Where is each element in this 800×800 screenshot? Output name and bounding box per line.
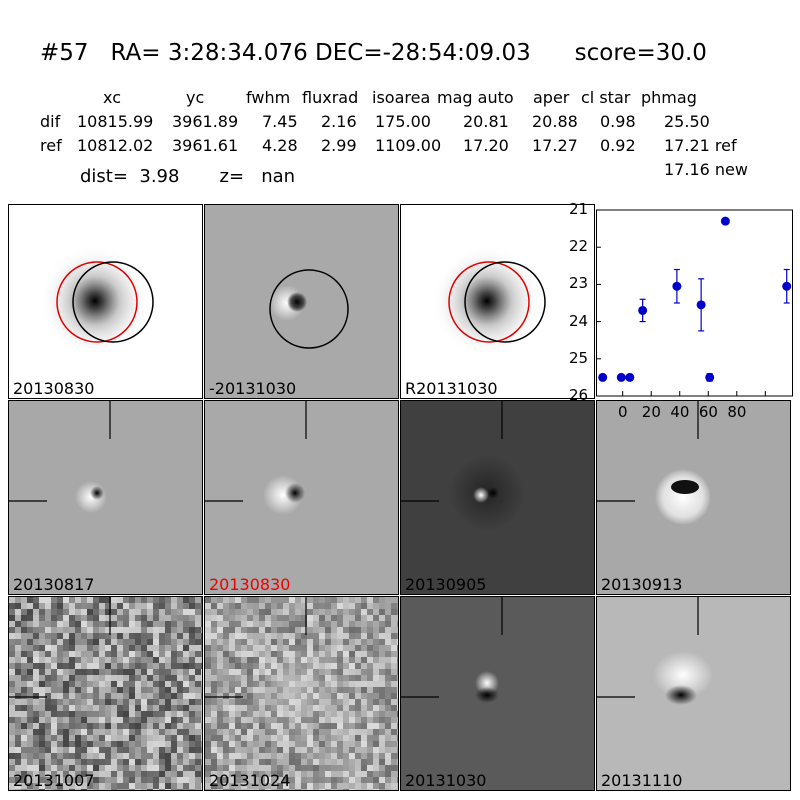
y-tick-label: 26 xyxy=(569,386,589,404)
dist-line: dist= 3.98 z= nan xyxy=(80,166,296,187)
candidate-title: #57 RA= 3:28:34.076 DEC=-28:54:09.03 sco… xyxy=(40,40,707,66)
x-tick-label: 80 xyxy=(727,403,747,421)
stamp-date-label: 20130913 xyxy=(601,575,683,594)
phmag-new: 17.16 new xyxy=(664,160,748,179)
table-header-cell: aper xyxy=(533,88,570,107)
data-point xyxy=(598,372,608,382)
table-row-label: dif xyxy=(40,112,61,131)
table-row-label: ref xyxy=(40,136,62,155)
stamp-date-label: -20131030 xyxy=(209,379,297,398)
table-cell: 20.81 xyxy=(463,112,509,131)
table-cell: 3961.61 xyxy=(172,136,239,155)
y-tick-label: 25 xyxy=(569,348,589,367)
stamp-epoch: 20131024 xyxy=(204,596,399,791)
data-point xyxy=(696,300,706,310)
table-header-cell: fwhm xyxy=(246,88,291,107)
data-point xyxy=(782,281,792,291)
stamp-date-label: 20130830 xyxy=(13,379,95,398)
plot-frame xyxy=(596,209,793,397)
stamp-epoch: 20130905 xyxy=(400,400,595,595)
table-cell: 10812.02 xyxy=(77,136,154,155)
data-point xyxy=(616,372,626,382)
y-tick-label: 24 xyxy=(569,311,589,330)
table-cell: 0.98 xyxy=(600,112,636,131)
table-cell: 10815.99 xyxy=(77,112,154,131)
aperture-circle-black xyxy=(269,269,349,349)
data-point xyxy=(705,372,715,382)
table-header-cell: fluxrad xyxy=(302,88,359,107)
y-tick-label: 23 xyxy=(569,274,589,293)
table-header-cell: phmag xyxy=(641,88,697,107)
stamp-date-label: 20130817 xyxy=(13,575,95,594)
table-cell: 2.16 xyxy=(321,112,357,131)
stamp-epoch: 20131030 xyxy=(400,596,595,791)
dipole-dark xyxy=(287,292,307,312)
stamp-epoch: 20130817 xyxy=(8,400,203,595)
aperture-circle-black xyxy=(464,261,546,343)
x-tick-label: 40 xyxy=(670,403,690,421)
table-cell: 17.21 ref xyxy=(664,136,737,155)
data-point xyxy=(625,372,635,382)
table-cell: 4.28 xyxy=(262,136,298,155)
table-header-cell: yc xyxy=(186,88,205,107)
stamp-epoch: 20130830 xyxy=(204,400,399,595)
stamp-difference: -20131030 xyxy=(204,204,399,399)
stamp-date-label: 20131030 xyxy=(405,771,487,790)
table-cell: 2.99 xyxy=(321,136,357,155)
aperture-circle-red xyxy=(56,261,138,343)
x-tick-label: 0 xyxy=(617,403,628,421)
table-header-cell: xc xyxy=(103,88,121,107)
stamp-date-label: 20130905 xyxy=(405,575,487,594)
table-cell: 25.50 xyxy=(664,112,710,131)
stamp-date-label: 20131007 xyxy=(13,771,95,790)
table-header-cell: isoarea xyxy=(372,88,431,107)
aperture-circle-red xyxy=(448,261,530,343)
data-point xyxy=(638,305,648,315)
table-cell: 20.88 xyxy=(532,112,578,131)
table-header-cell: cl star xyxy=(581,88,631,107)
stamp-date-label: R20131030 xyxy=(405,379,498,398)
x-tick-label: 60 xyxy=(698,403,718,421)
aperture-circle-black xyxy=(72,261,154,343)
stamp-epoch: 20131110 xyxy=(596,596,791,791)
stamp-date-label: 20131024 xyxy=(209,771,291,790)
table-cell: 17.20 xyxy=(463,136,509,155)
stamp-R: R20131030 xyxy=(400,204,595,399)
data-point xyxy=(720,216,730,226)
stamp-reference: 20130830 xyxy=(8,204,203,399)
table-cell: 17.27 xyxy=(532,136,578,155)
stamp-epoch: 20130913 xyxy=(596,400,791,595)
y-tick-label: 21 xyxy=(569,200,589,218)
table-header-cell: mag auto xyxy=(437,88,514,107)
y-tick-label: 22 xyxy=(569,237,589,256)
data-point xyxy=(672,281,682,291)
stamp-date-label: 20131110 xyxy=(601,771,683,790)
table-cell: 0.92 xyxy=(600,136,636,155)
table-cell: 3961.89 xyxy=(172,112,239,131)
x-tick-label: 20 xyxy=(641,403,661,421)
table-cell: 175.00 xyxy=(375,112,431,131)
stamp-epoch: 20131007 xyxy=(8,596,203,791)
light-curve-chart xyxy=(596,209,793,397)
table-cell: 7.45 xyxy=(262,112,298,131)
stamp-date-label: 20130830 xyxy=(209,575,291,594)
table-cell: 1109.00 xyxy=(375,136,442,155)
